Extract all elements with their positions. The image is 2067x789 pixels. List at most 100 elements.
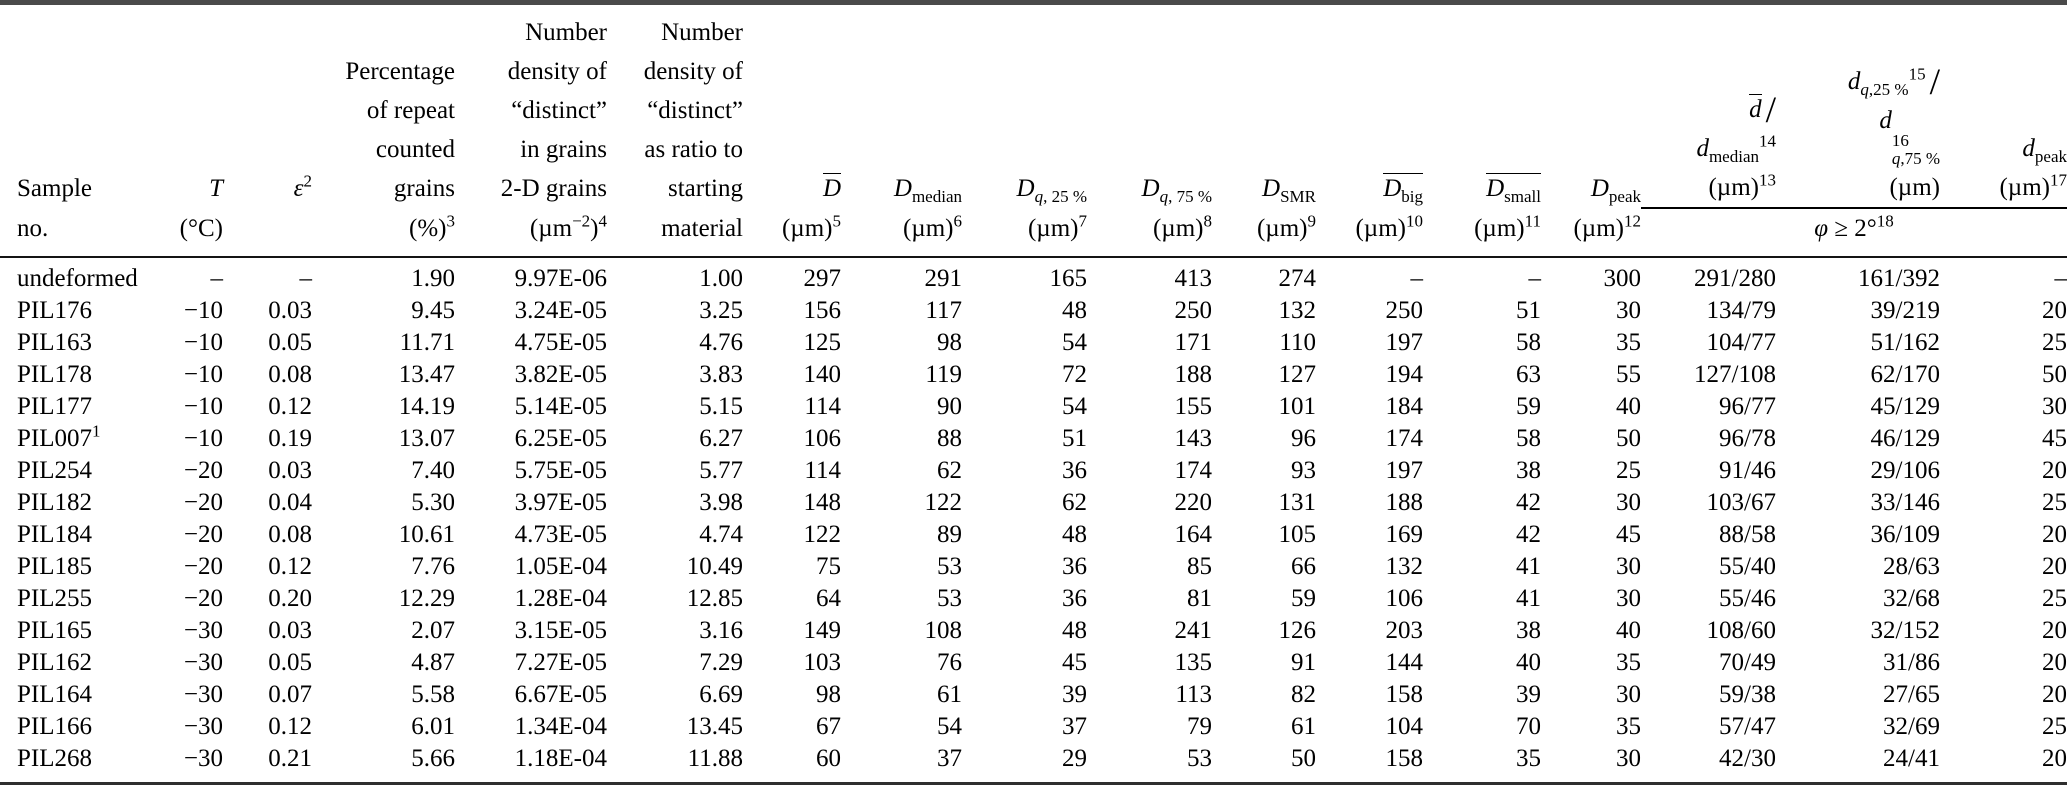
value-cell-D-q25: 45	[1062, 649, 1087, 676]
value-cell-D-q75: 241	[1174, 617, 1213, 644]
header-line: T	[209, 175, 223, 202]
value-cell-D-big: 174	[1385, 425, 1424, 452]
header-line: grains	[393, 175, 455, 202]
value-cell-d-mean-over-d-median: 55/40	[1719, 553, 1776, 580]
value-cell-D-mean: 64	[816, 585, 841, 612]
value-cell-D-q25: 36	[1062, 457, 1087, 484]
value-cell-d-peak: 25	[2042, 585, 2067, 612]
value-cell-D-small: 40	[1516, 649, 1541, 676]
column-header-D-median: Dmedian	[841, 3, 962, 209]
value-cell-d-mean-over-d-median: 104/77	[1706, 329, 1776, 356]
value-cell-D-small: –	[1528, 265, 1542, 292]
header-line: ε2	[293, 171, 312, 202]
sample-cell: PIL178	[17, 361, 92, 388]
value-cell-d-peak: 20	[2042, 681, 2067, 708]
value-cell-D-peak: 35	[1616, 713, 1641, 740]
sample-cell: PIL184	[17, 521, 92, 548]
value-cell-d-peak: 20	[2042, 649, 2067, 676]
value-cell-D-q75: 413	[1174, 265, 1213, 292]
value-cell-d-peak: –	[2054, 265, 2067, 292]
sample-cell: PIL255	[17, 585, 92, 612]
value-cell-D-mean: 125	[803, 329, 842, 356]
unit-line: (µm)6	[902, 211, 962, 242]
unit-line: material	[661, 215, 743, 242]
header-line: in grains	[520, 136, 607, 163]
value-cell-d-q25-over-d-q75: 28/63	[1883, 553, 1940, 580]
header-line: (µm)17	[1999, 170, 2067, 201]
value-cell-num-density-2d: 4.75E-05	[514, 329, 607, 356]
unit-line: (µm)9	[1256, 211, 1316, 242]
value-cell-d-q25-over-d-q75: 45/129	[1870, 393, 1940, 420]
header-line: Number	[525, 19, 607, 46]
table-row: PIL184 −20 0.08 10.61 4.73E-05 4.74 122 89 48 164…	[0, 519, 2067, 551]
value-cell-num-density-2d: 3.24E-05	[514, 297, 607, 324]
value-cell-D-peak: 30	[1616, 489, 1641, 516]
column-unit-num-density-2d: (µm−2)4	[455, 208, 607, 257]
column-unit-D-q75: (µm)8	[1087, 208, 1212, 257]
value-cell-strain: 0.20	[268, 585, 312, 612]
value-cell-D-smr: 50	[1291, 745, 1316, 772]
value-cell-strain: 0.04	[268, 489, 312, 516]
value-cell-D-median: 37	[937, 745, 962, 772]
column-unit-num-density-ratio: material	[607, 208, 743, 257]
header-line: dmedian14	[1696, 131, 1776, 166]
header-line: Percentage	[345, 58, 455, 85]
value-cell-D-big: 197	[1385, 329, 1424, 356]
value-cell-D-smr: 131	[1278, 489, 1317, 516]
value-cell-D-q25: 48	[1062, 521, 1087, 548]
value-cell-d-peak: 30	[2042, 393, 2067, 420]
value-cell-pct-repeat-grains: 13.07	[398, 425, 455, 452]
header-line: DSMR	[1262, 175, 1316, 206]
value-cell-D-small: 39	[1516, 681, 1541, 708]
value-cell-strain: 0.03	[268, 617, 312, 644]
value-cell-d-q25-over-d-q75: 36/109	[1870, 521, 1940, 548]
value-cell-pct-repeat-grains: 7.76	[411, 553, 455, 580]
value-cell-D-peak: 35	[1616, 649, 1641, 676]
value-cell-d-q25-over-d-q75: 46/129	[1870, 425, 1940, 452]
value-cell-D-mean: 114	[804, 393, 841, 420]
value-cell-D-smr: 126	[1278, 617, 1317, 644]
table-row: PIL164 −30 0.07 5.58 6.67E-05 6.69 98 61 39 113 82…	[0, 679, 2067, 711]
header-line: Dq, 75 %	[1141, 175, 1212, 206]
value-cell-D-q25: 29	[1062, 745, 1087, 772]
value-cell-strain: 0.08	[268, 521, 312, 548]
header-line: Dpeak	[1590, 175, 1641, 206]
column-unit-D-small: (µm)11	[1423, 208, 1541, 257]
value-cell-d-mean-over-d-median: 70/49	[1719, 649, 1776, 676]
value-cell-D-small: 58	[1516, 329, 1541, 356]
value-cell-num-density-ratio: 4.76	[699, 329, 743, 356]
header-line: d 16 q,75 %	[1879, 106, 1940, 169]
value-cell-D-q75: 171	[1174, 329, 1213, 356]
value-cell-temperature: −20	[183, 521, 223, 548]
value-cell-D-q75: 250	[1174, 297, 1213, 324]
value-cell-d-q25-over-d-q75: 39/219	[1870, 297, 1940, 324]
value-cell-d-peak: 25	[2042, 489, 2067, 516]
value-cell-num-density-2d: 3.97E-05	[514, 489, 607, 516]
header-line: Sample	[17, 175, 92, 202]
value-cell-d-peak: 25	[2042, 713, 2067, 740]
column-header-num-density-ratio: Number density of “distinct” as ratio to sta…	[607, 3, 743, 209]
value-cell-temperature: −10	[183, 297, 223, 324]
value-cell-D-smr: 132	[1278, 297, 1317, 324]
value-cell-D-median: 108	[924, 617, 963, 644]
value-cell-D-big: 194	[1385, 361, 1424, 388]
value-cell-strain: 0.05	[268, 329, 312, 356]
value-cell-D-peak: 40	[1616, 393, 1641, 420]
value-cell-strain: 0.12	[268, 553, 312, 580]
value-cell-D-small: 58	[1516, 425, 1541, 452]
value-cell-D-mean: 156	[803, 297, 842, 324]
value-cell-strain: 0.21	[268, 745, 312, 772]
table-body: undeformed – –1.90 9.97E-06 1.00 297 291 165 413…	[0, 257, 2067, 784]
value-cell-D-peak: 45	[1616, 521, 1641, 548]
value-cell-D-q75: 135	[1174, 649, 1213, 676]
value-cell-temperature: −20	[183, 553, 223, 580]
value-cell-d-q25-over-d-q75: 24/41	[1883, 745, 1940, 772]
value-cell-D-big: 158	[1385, 681, 1424, 708]
value-cell-d-mean-over-d-median: 96/78	[1719, 425, 1776, 452]
value-cell-d-peak: 20	[2042, 457, 2067, 484]
column-unit-D-q25: (µm)7	[962, 208, 1087, 257]
value-cell-d-q25-over-d-q75: 31/86	[1883, 649, 1940, 676]
value-cell-pct-repeat-grains: 12.29	[398, 585, 455, 612]
value-cell-D-q75: 79	[1187, 713, 1212, 740]
value-cell-num-density-2d: 6.25E-05	[514, 425, 607, 452]
